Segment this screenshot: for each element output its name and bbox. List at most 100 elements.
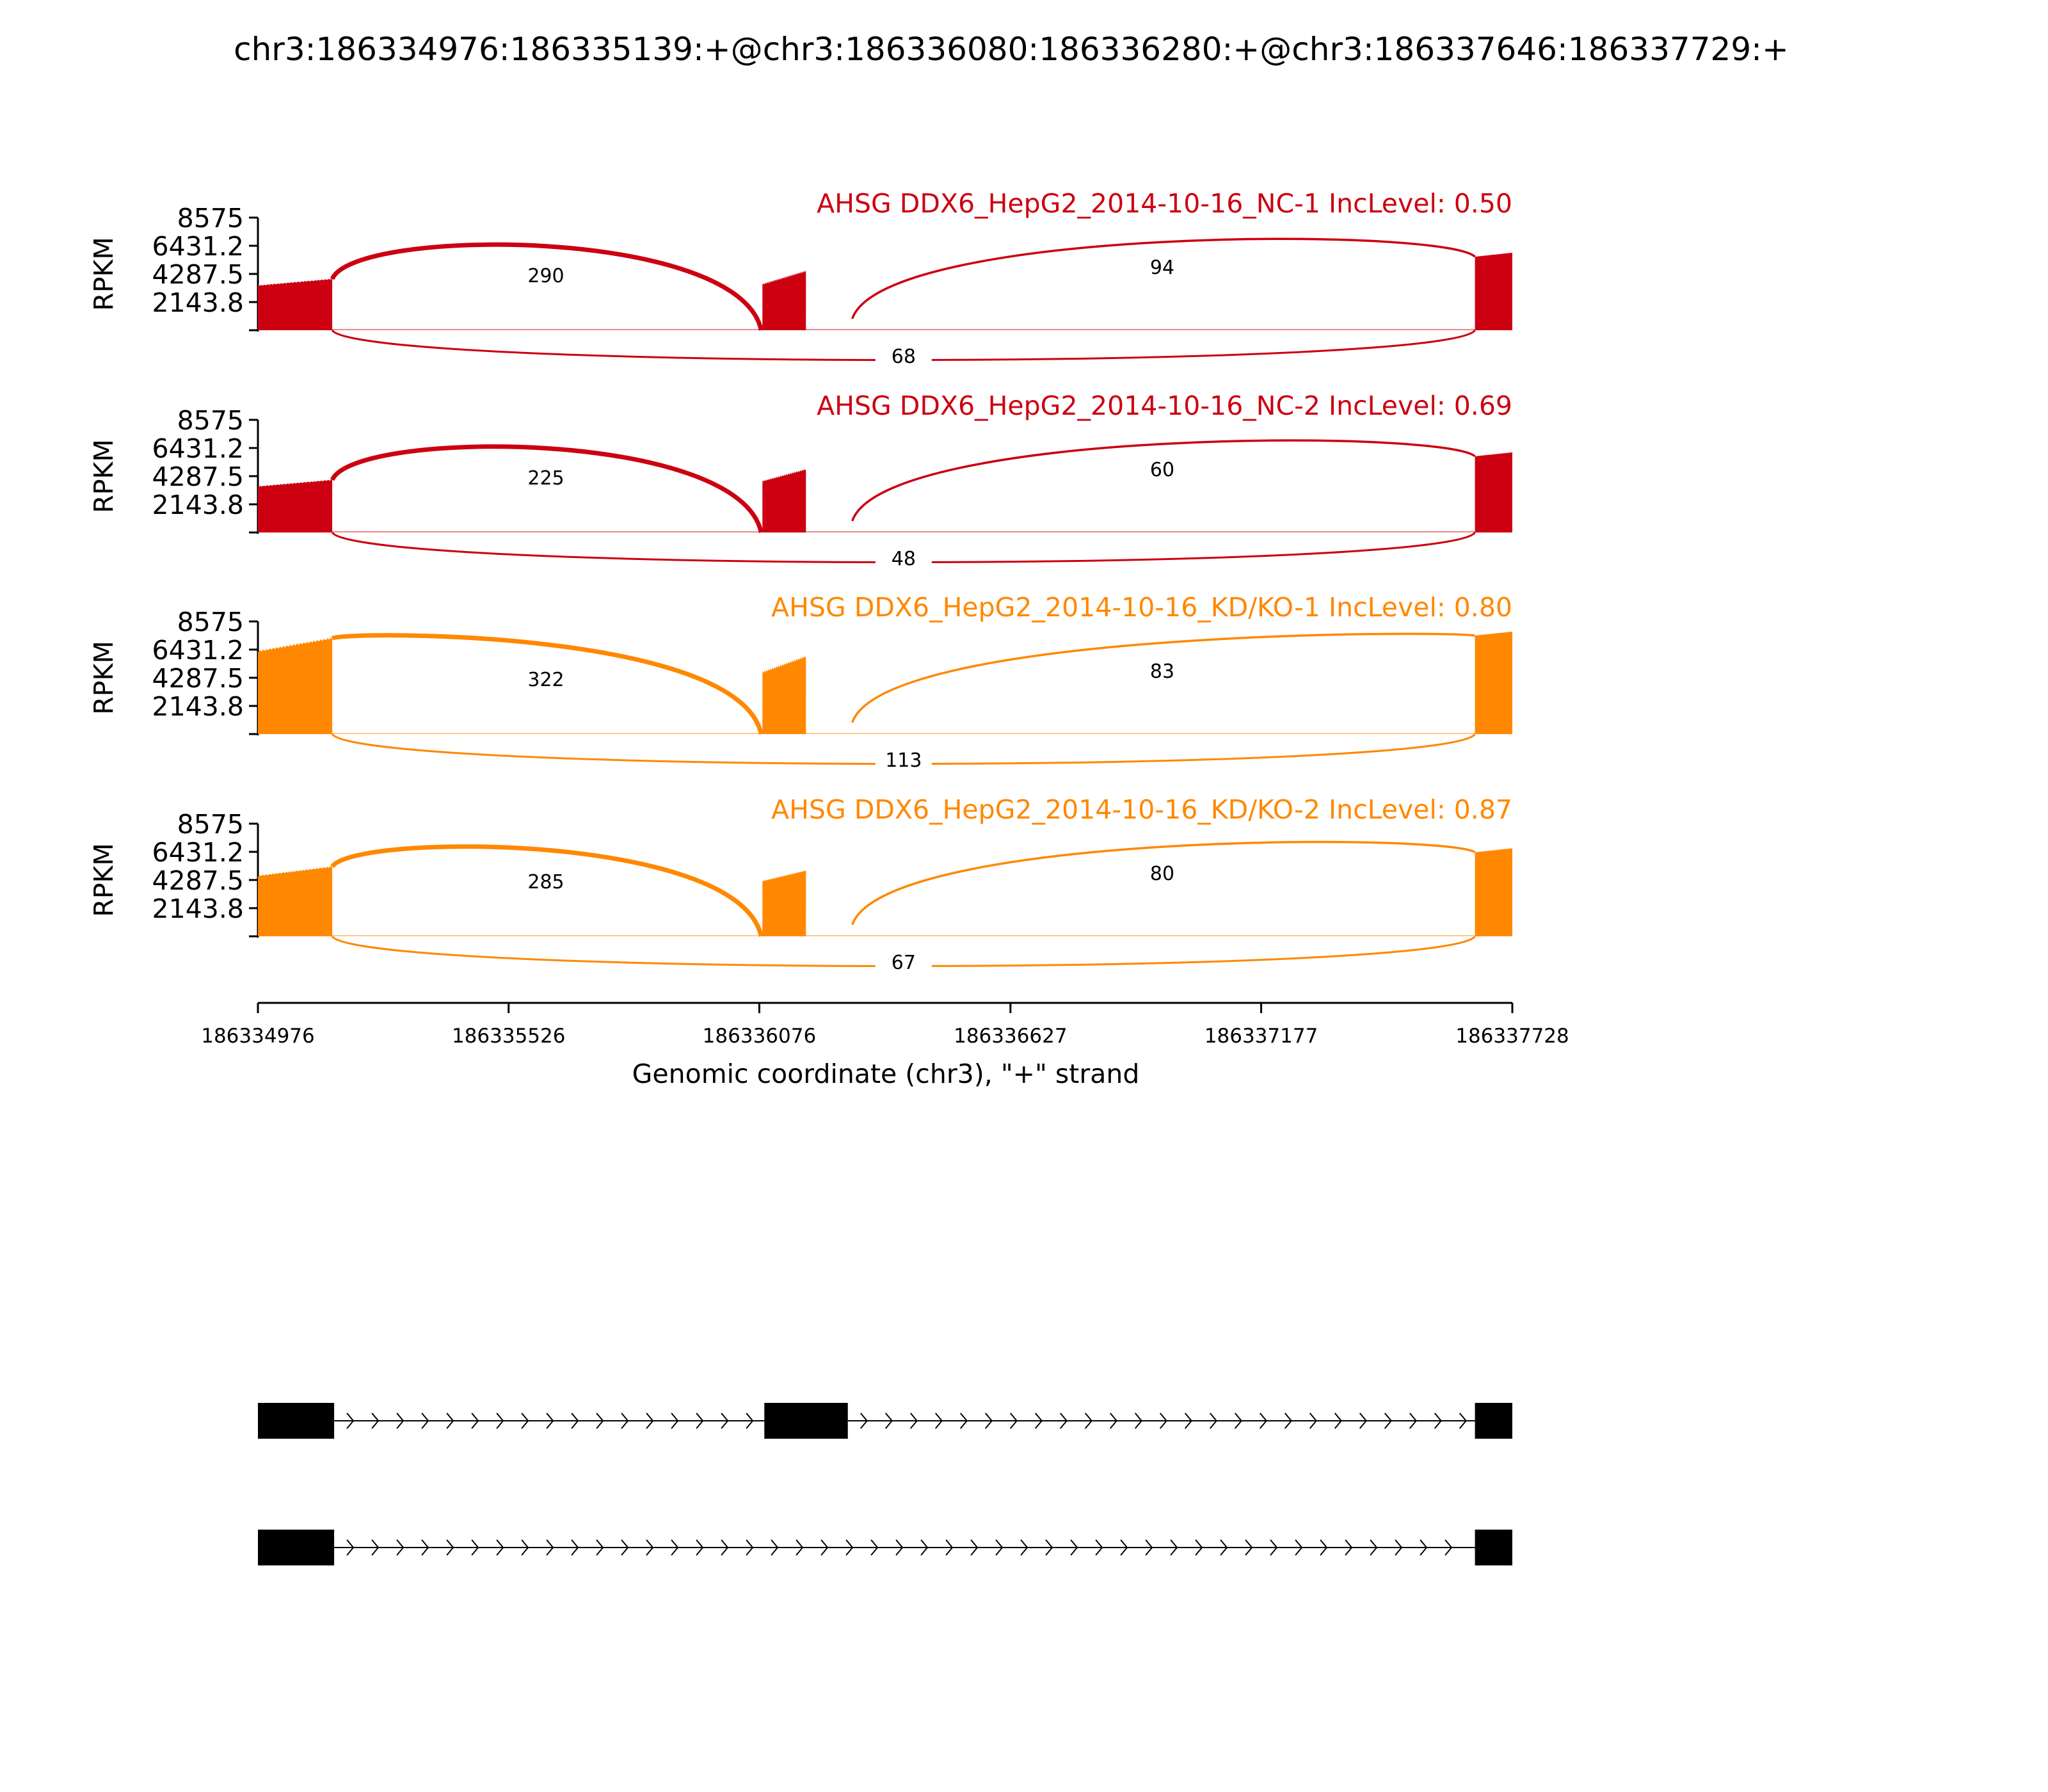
junction-count-bg	[518, 867, 574, 895]
strand-arrow	[1045, 1539, 1053, 1556]
junction-count-bg	[875, 948, 932, 976]
strand-arrow	[421, 1539, 429, 1556]
y-tick-label: 6431.2	[152, 837, 244, 868]
strand-arrow	[909, 1412, 918, 1429]
junction-count: 68	[892, 346, 916, 368]
panel-label: AHSG DDX6_HepG2_2014-10-16_NC-2 IncLevel…	[817, 390, 1512, 421]
strand-arrow	[1395, 1539, 1403, 1556]
strand-arrow	[1345, 1539, 1353, 1556]
strand-arrow	[521, 1412, 529, 1429]
strand-arrow	[396, 1539, 404, 1556]
strand-arrow	[621, 1412, 629, 1429]
y-tick-label: 8575	[177, 203, 244, 234]
coverage-exon3	[1475, 631, 1512, 734]
strand-arrow	[571, 1412, 579, 1429]
strand-arrow	[920, 1539, 929, 1556]
exon-block	[1475, 1530, 1512, 1565]
strand-arrow	[671, 1539, 679, 1556]
strand-arrow	[746, 1539, 754, 1556]
isoform-1	[258, 1403, 1512, 1439]
y-tick-label: 4287.5	[152, 461, 244, 492]
x-axis: 186334976 186335526 186336076 186336627 1863…	[201, 1002, 1569, 1048]
strand-arrow	[1420, 1539, 1428, 1556]
strand-arrow	[446, 1539, 454, 1556]
strand-arrow	[1059, 1412, 1068, 1429]
strand-arrow	[346, 1412, 355, 1429]
strand-arrow	[1120, 1539, 1128, 1556]
strand-arrow	[1209, 1412, 1218, 1429]
strand-arrow	[1384, 1412, 1393, 1429]
strand-arrow	[396, 1412, 404, 1429]
figure-title: chr3:186334976:186335139:+@chr3:18633608…	[234, 31, 1789, 68]
strand-arrow	[1434, 1412, 1443, 1429]
strand-arrow	[1170, 1539, 1178, 1556]
junction-count-bg	[518, 665, 574, 693]
coverage-exon1	[258, 867, 333, 936]
junction-count-bg	[1134, 859, 1190, 887]
strand-arrow	[1309, 1412, 1318, 1429]
strand-arrow	[521, 1539, 529, 1556]
junction-count-bg	[1134, 657, 1190, 685]
x-tick-label: 186334976	[201, 1025, 315, 1048]
x-tick-label: 186337728	[1455, 1025, 1569, 1048]
strand-arrow	[621, 1539, 629, 1556]
panel-label: AHSG DDX6_HepG2_2014-10-16_KD/KO-1 IncLe…	[771, 592, 1512, 623]
y-tick-label: 4287.5	[152, 865, 244, 896]
junction-arc	[851, 237, 1476, 319]
strand-arrow	[1159, 1412, 1168, 1429]
x-axis-label: Genomic coordinate (chr3), "+" strand	[632, 1059, 1140, 1089]
strand-arrow	[1234, 1412, 1243, 1429]
strand-arrow	[721, 1412, 729, 1429]
strand-arrow	[945, 1539, 954, 1556]
junction-count-bg	[518, 463, 574, 492]
strand-arrow	[820, 1539, 829, 1556]
strand-arrow	[1020, 1539, 1028, 1556]
x-tick-label: 186337177	[1204, 1025, 1318, 1048]
strand-arrow	[471, 1412, 479, 1429]
strand-arrow	[1220, 1539, 1228, 1556]
y-axis-label: RPKM	[88, 237, 119, 310]
strand-arrow	[1284, 1412, 1293, 1429]
y-tick-label: 8575	[177, 809, 244, 840]
y-tick-label: 8575	[177, 405, 244, 436]
strand-arrow	[1145, 1539, 1153, 1556]
strand-arrow	[1034, 1412, 1043, 1429]
strand-arrow	[870, 1539, 879, 1556]
y-tick-label: 8575	[177, 607, 244, 637]
strand-arrow	[646, 1412, 654, 1429]
strand-arrow	[1359, 1412, 1368, 1429]
exon-block	[258, 1530, 335, 1565]
junction-arc	[851, 439, 1476, 522]
strand-arrow	[1195, 1539, 1203, 1556]
strand-arrow	[1109, 1412, 1118, 1429]
junction-count-bg	[875, 342, 932, 370]
junction-arc	[330, 844, 764, 937]
y-tick-label: 4287.5	[152, 259, 244, 290]
strand-arrow	[746, 1412, 754, 1429]
junction-count: 67	[892, 952, 916, 974]
junction-count: 83	[1150, 660, 1174, 683]
strand-arrow	[371, 1412, 380, 1429]
strand-arrow	[546, 1539, 554, 1556]
coverage-exon1	[258, 278, 333, 330]
strand-arrow	[1095, 1539, 1103, 1556]
strand-arrow	[1009, 1412, 1018, 1429]
strand-arrow	[959, 1412, 968, 1429]
strand-arrow	[446, 1412, 454, 1429]
strand-arrow	[1444, 1539, 1453, 1556]
junction-count-bg	[1134, 455, 1190, 483]
strand-arrow	[471, 1539, 479, 1556]
strand-arrow	[995, 1539, 1004, 1556]
junction-count: 80	[1150, 863, 1174, 885]
junction-count: 94	[1150, 257, 1174, 279]
y-tick-label: 2143.8	[152, 490, 244, 520]
coverage-exon2	[762, 468, 806, 532]
strand-arrow	[796, 1539, 804, 1556]
strand-arrow	[1334, 1412, 1343, 1429]
strand-arrow	[696, 1539, 704, 1556]
strand-arrow	[1270, 1539, 1278, 1556]
junction-count: 290	[527, 265, 564, 287]
